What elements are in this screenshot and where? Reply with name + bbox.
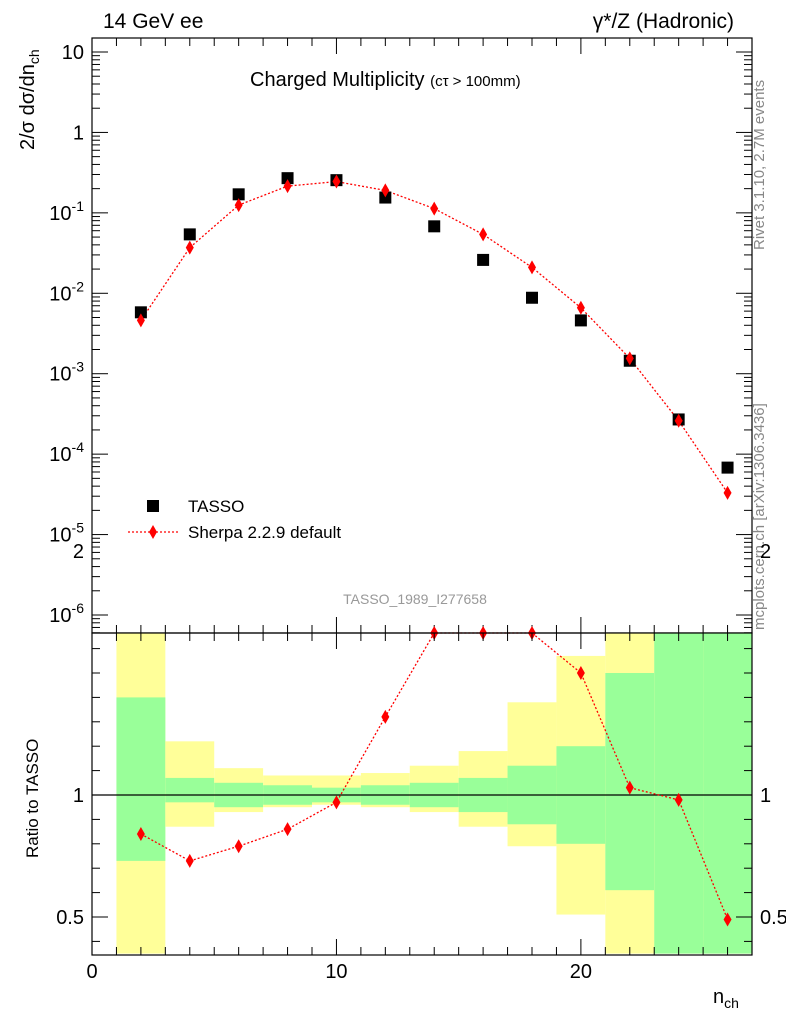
ratio-point [576,666,585,680]
ratio-x-tick-label: 0 [86,961,97,983]
mcplots-label: mcplots.cern.ch [arXiv:1306.3436] [751,403,768,630]
main-axes: 10 1 10-1 10-2 10-3 10-4 10-5 10-6 [49,38,753,634]
ratio-y-tick-label: 1 [73,785,84,807]
mc-point [185,240,194,255]
data-point [134,306,147,319]
ratio-x-tick-label: 20 [570,961,592,983]
rivet-label: Rivet 3.1.10, 2.7M events [751,80,768,250]
ratio-xlabel-sub: ch [724,995,739,1011]
ratio-bands [116,633,752,954]
ratio-point [674,792,683,807]
ratio-point [723,912,732,927]
main-ylabel-sub: ch [26,49,42,64]
ratio-y-tick-label-right: 2 [760,541,771,563]
data-point [526,291,538,304]
data-point [232,188,245,201]
energy-label: 14 GeV ee [103,10,203,33]
ratio-x-tick-label: 10 [325,961,347,983]
mc-point [479,227,488,242]
y-tick-label: 1 [73,122,84,144]
ratio-y-tick-label: 2 [73,541,84,563]
ratio-y-tick-label-right: 0.5 [760,907,786,929]
ratio-point [381,709,390,724]
legend: TASSO Sherpa 2.2.9 default [128,497,341,542]
main-ylabel: 2/σ dσ/dnch [17,49,42,150]
y-tick-label: 10-1 [49,198,84,225]
legend-data-marker [147,500,159,512]
y-tick-label: 10-6 [49,600,84,627]
main-title-text: Charged Multiplicity [250,69,425,91]
mc-point [674,413,683,428]
mc-point [528,260,536,275]
mc-point [430,201,439,216]
ratio-ylabel: Ratio to TASSO [23,739,42,858]
ratio-y-tick-label-right: 1 [760,785,771,807]
legend-data-label: TASSO [188,497,244,516]
legend-mc-label: Sherpa 2.2.9 default [188,523,341,542]
ratio-point [625,780,634,795]
mc-point [234,198,243,213]
ratio-xlabel-text: n [713,986,724,1008]
process-label: γ*/Z (Hadronic) [593,10,734,33]
ratio-plot-frame [91,632,753,956]
legend-mc-marker [149,525,157,539]
main-title: Charged Multiplicity (cτ > 100mm) [250,69,521,91]
mc-point [576,300,585,315]
data-point [281,172,294,185]
main-plot-frame [91,37,753,634]
ratio-y-tick-label: 0.5 [56,907,84,929]
y-tick-label: 10-3 [49,359,84,386]
ratio-point [136,827,145,842]
data-point [379,191,392,204]
y-tick-label: 10-4 [49,439,84,466]
ratio-point [185,853,194,868]
ratio-band-inner [703,633,752,954]
data-point [721,461,734,474]
y-tick-label: 10-5 [49,520,84,547]
y-tick-label: 10 [62,42,84,64]
mc-point [332,174,341,189]
data-point [574,314,587,327]
mc-point [625,351,634,366]
analysis-id: TASSO_1989_I277658 [343,591,487,607]
data-point [183,228,196,241]
mc-point [381,183,390,198]
main-series [134,172,734,500]
main-ylabel-text: 2/σ dσ/dn [17,64,39,150]
y-tick-label: 10-2 [49,278,84,305]
data-point [477,253,490,266]
mc-point [283,179,292,194]
mc-point [136,313,145,328]
main-title-note: (cτ > 100mm) [430,73,521,90]
ratio-point [332,795,341,810]
data-point [428,220,441,233]
mc-point [723,485,732,500]
ratio-point [234,839,243,854]
ratio-band-inner [165,777,215,803]
ratio-xlabel: nch [713,986,739,1011]
ratio-point [283,822,292,837]
ratio-axes: 0.5 0.51 12 20 10 20 [56,541,786,983]
